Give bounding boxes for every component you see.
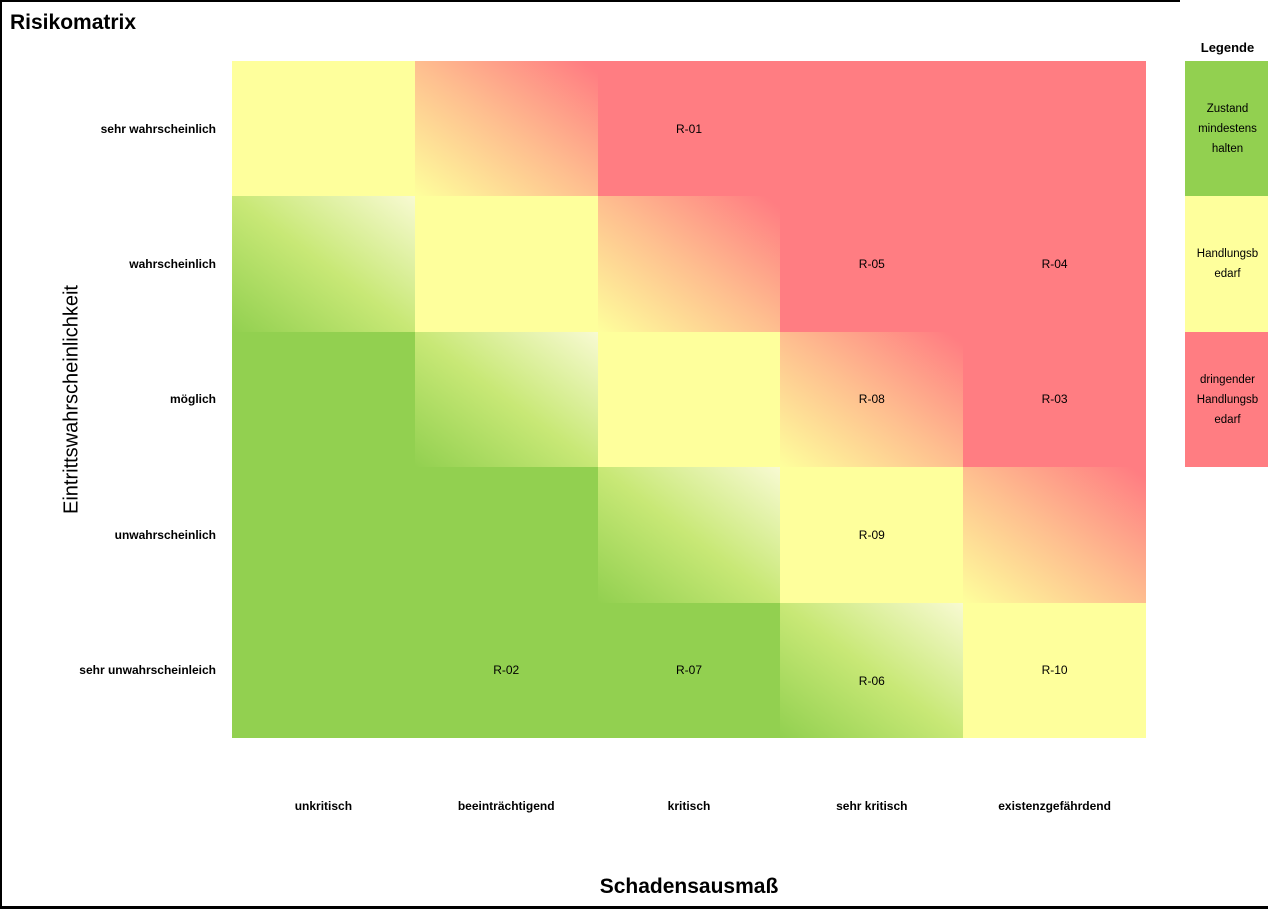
matrix-cell-r4c1 [232, 467, 415, 603]
matrix-cell-r3c3 [597, 331, 781, 468]
matrix-cell-r1c3: R-01 [597, 61, 781, 197]
matrix-cell-r2c1 [232, 196, 415, 332]
x-axis-label-5: existenzgefährdend [998, 799, 1111, 813]
matrix-cell-r3c1 [232, 331, 415, 468]
y-axis-labels: sehr wahrscheinlich wahrscheinlich möglich… [2, 61, 224, 738]
risk-label-r-10: R-10 [1041, 663, 1068, 678]
y-axis-label-5: sehr unwahrscheinleich [79, 663, 216, 678]
matrix-cell-r5c1 [232, 602, 415, 738]
risk-label-r-03: R-03 [1041, 392, 1068, 407]
matrix-cell-r4c4: R-09 [780, 467, 964, 603]
legend-title: Legende [1200, 40, 1255, 55]
risk-label-r-08: R-08 [858, 392, 885, 407]
matrix-cell-r2c2 [414, 196, 598, 332]
plot-area: R-01 R-05 R-04 R-08 R-03 R-09 R-02 R-07 R-06 R-10 [232, 61, 1146, 738]
matrix-cell-r1c1 [232, 61, 415, 197]
matrix-cell-r2c3 [597, 196, 781, 332]
x-axis-title: Schadensausmaß [599, 875, 779, 898]
chart-title: Risikomatrix [10, 11, 137, 34]
legend-entry-label: halten [1211, 142, 1244, 155]
matrix-cell-r3c5: R-03 [963, 331, 1146, 468]
matrix-cell-r4c2 [414, 467, 598, 603]
risk-label-r-06: R-06 [858, 674, 885, 689]
matrix-cell-r1c2 [414, 61, 598, 197]
matrix-cell-r3c2 [414, 331, 598, 468]
legend-entry-green: Zustand mindestens halten [1185, 61, 1268, 196]
y-axis-label-1: sehr wahrscheinlich [100, 121, 216, 136]
y-axis-label-2: wahrscheinlich [129, 257, 216, 272]
legend: Legende Zustand mindestens halten Handlungs… [1185, 40, 1268, 467]
matrix-cell-r5c3: R-07 [597, 602, 781, 738]
matrix-cell-r1c5 [963, 61, 1146, 197]
y-axis-label-4: unwahrscheinlich [114, 527, 216, 542]
risk-label-r-01: R-01 [675, 121, 702, 136]
x-axis-label-3: kritisch [667, 799, 711, 813]
x-axis-label-2: beeinträchtigend [457, 799, 555, 813]
matrix-cell-r2c5: R-04 [963, 196, 1146, 332]
risk-label-r-04: R-04 [1041, 257, 1068, 272]
matrix-cell-r1c4 [780, 61, 964, 197]
legend-entry-label: dringender [1200, 373, 1255, 386]
matrix-cell-r5c5: R-10 [963, 602, 1146, 738]
legend-entry-label: mindestens [1198, 122, 1257, 135]
x-axis-label-1: unkritisch [294, 799, 353, 813]
legend-entry-label: Handlungsb [1196, 248, 1259, 260]
risk-label-r-07: R-07 [675, 663, 702, 678]
chart-border-top [2, 0, 1180, 2]
legend-entry-label: edarf [1214, 268, 1241, 280]
matrix-cell-r4c5 [963, 467, 1146, 603]
legend-entry-red: dringender Handlungsb edarf [1185, 332, 1268, 467]
risk-label-r-09: R-09 [858, 527, 885, 542]
risk-label-r-02: R-02 [493, 663, 520, 678]
legend-entry-label: edarf [1214, 413, 1241, 426]
matrix-cell-r4c3 [597, 467, 781, 603]
legend-entry-label: Handlungsb [1196, 393, 1259, 406]
risk-label-r-05: R-05 [858, 257, 885, 272]
legend-entry-yellow: Handlungsb edarf [1185, 196, 1268, 332]
y-axis-label-3: möglich [169, 392, 216, 407]
matrix-cell-r5c4: R-06 [780, 602, 964, 738]
matrix-cell-r3c4: R-08 [780, 331, 964, 468]
legend-entries: Zustand mindestens halten Handlungsb edarf dr… [1185, 61, 1268, 467]
x-axis-labels: unkritisch beeinträchtigend kritisch sehr k… [232, 793, 1146, 819]
matrix-cell-r2c4: R-05 [780, 196, 964, 332]
matrix-cell-r5c2: R-02 [414, 602, 598, 738]
legend-entry-label: Zustand [1206, 102, 1249, 115]
x-axis-label-4: sehr kritisch [836, 799, 908, 813]
